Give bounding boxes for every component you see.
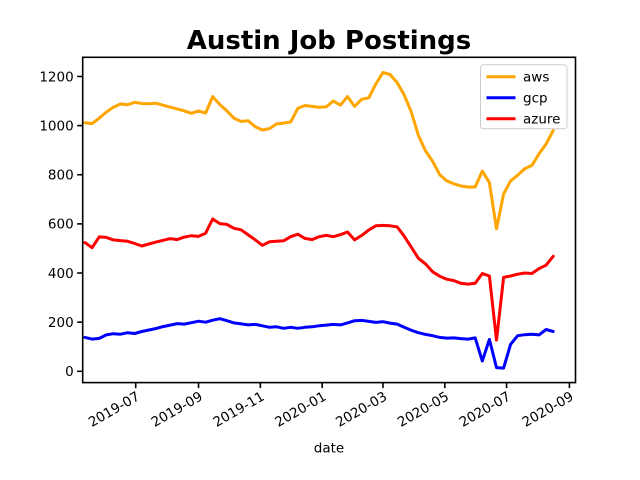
- legend-label: aws: [523, 70, 549, 86]
- y-tick-label: 400: [48, 266, 74, 282]
- y-tick-label: 600: [48, 217, 74, 233]
- azure-series-line: [83, 217, 555, 342]
- y-tick-label: 1000: [39, 118, 73, 134]
- y-axis: 0 200 400 600 800 1000 1200: [39, 69, 83, 380]
- legend-box: [480, 64, 568, 130]
- plot-lines: [83, 71, 555, 370]
- legend: aws gcp azure: [480, 64, 568, 130]
- legend-label: azure: [523, 112, 560, 128]
- chart-title: Austin Job Postings: [187, 26, 472, 56]
- y-tick-label: 200: [48, 315, 74, 331]
- aws-series-line: [83, 71, 555, 231]
- legend-entry-gcp: gcp: [486, 91, 548, 107]
- legend-entry-azure: azure: [486, 112, 560, 128]
- legend-entry-aws: aws: [486, 70, 549, 86]
- gcp-series-line: [83, 317, 555, 370]
- plot-frame: [81, 56, 577, 384]
- y-tick-label: 800: [48, 168, 74, 184]
- legend-label: gcp: [523, 91, 548, 107]
- x-axis-label: date: [314, 441, 344, 457]
- legend-entries: aws gcp azure: [486, 70, 560, 128]
- y-tick-label: 0: [65, 364, 74, 380]
- y-tick-label: 1200: [39, 69, 73, 85]
